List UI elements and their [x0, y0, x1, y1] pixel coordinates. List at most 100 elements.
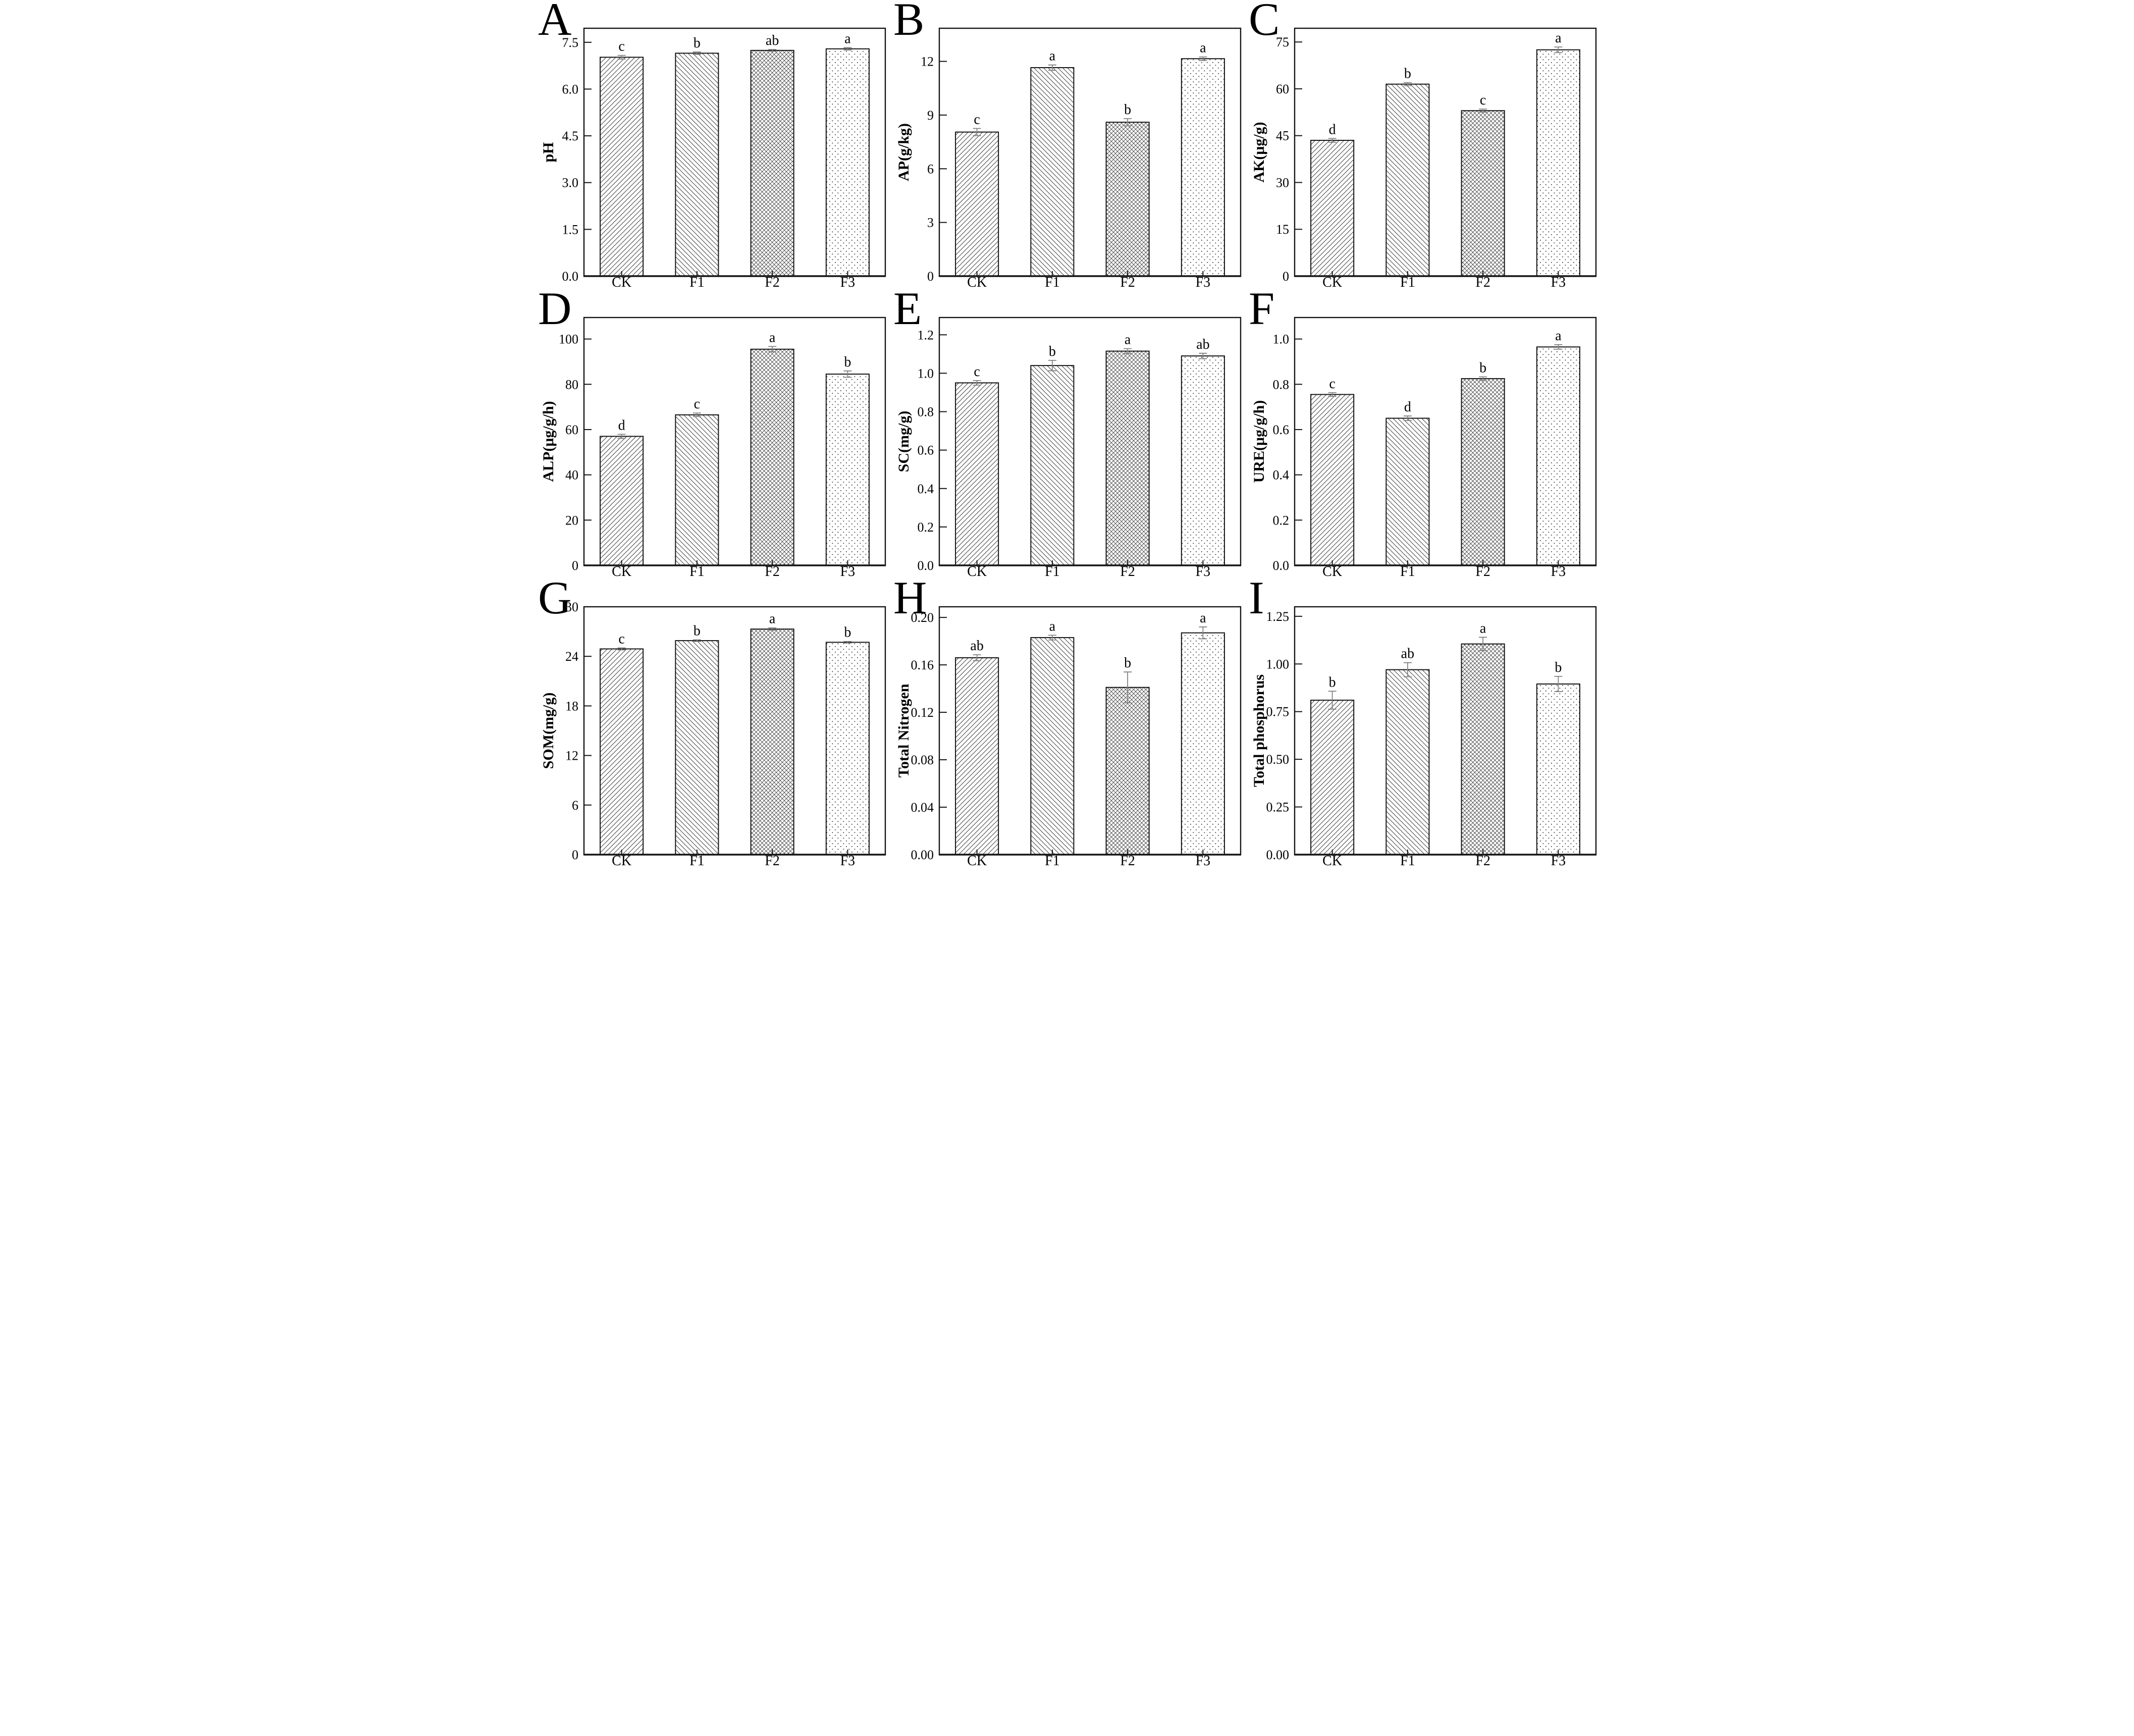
x-category-label-F1: F1	[1400, 853, 1415, 868]
y-tick-label: 6	[572, 798, 578, 813]
sig-letter-CK: c	[618, 632, 624, 647]
bar-F3	[825, 374, 870, 566]
x-category-label-F3: F3	[1196, 853, 1211, 868]
x-category-label-CK: CK	[612, 853, 631, 868]
sig-letter-CK: c	[1329, 376, 1335, 392]
sig-letter-CK: c	[974, 112, 980, 128]
sig-letter-CK: c	[618, 39, 624, 55]
sig-letter-F3: a	[844, 31, 851, 46]
x-category-label-F3: F3	[1551, 853, 1566, 868]
y-tick-label: 0.6	[918, 443, 934, 458]
y-tick-label: 15	[1276, 222, 1289, 237]
y-tick-label: 6	[927, 162, 934, 176]
x-category-label-CK: CK	[612, 275, 631, 289]
y-tick-label: 24	[565, 649, 578, 664]
sig-letter-F2: a	[1480, 620, 1486, 636]
y-tick-label: 0.2	[1273, 513, 1290, 528]
figure-grid: c CK b F1 ab F2 a F3 0.0 1.5 3.0 4.5 6.0 7.5 pH A c CK a…	[534, 0, 1600, 868]
y-tick-label: 30	[565, 600, 578, 614]
y-tick-label: 1.2	[918, 328, 934, 342]
bar-F1	[1030, 637, 1075, 856]
sig-letter-F2: b	[1124, 102, 1131, 118]
bar-F1	[1385, 83, 1430, 277]
y-tick-label: 1.00	[1266, 657, 1290, 671]
y-tick-label: 0.0	[562, 269, 579, 284]
x-category-label-F3: F3	[1196, 564, 1211, 578]
sig-letter-F2: b	[1479, 360, 1486, 376]
x-category-label-F2: F2	[765, 853, 780, 868]
bar-CK	[955, 131, 999, 277]
x-category-label-F2: F2	[1120, 275, 1135, 289]
bar-F1	[1030, 67, 1075, 277]
y-tick-label: 100	[559, 332, 578, 347]
bar-F3	[825, 48, 870, 277]
x-category-label-F2: F2	[1120, 564, 1135, 578]
bar-CK	[600, 436, 644, 566]
y-tick-label: 6.0	[562, 82, 579, 96]
x-category-label-F1: F1	[689, 275, 705, 289]
bar-CK	[955, 382, 999, 566]
bar-F2	[1461, 378, 1505, 566]
y-axis-label: URE(μg/g/h)	[1251, 400, 1267, 483]
panel-C: d CK b F1 c F2 a F3 0 15 30 45 60 75 AK(μg/g) C	[1245, 0, 1600, 289]
sig-letter-F2: c	[1480, 92, 1486, 108]
bar-CK	[955, 657, 999, 855]
bar-F2	[750, 49, 794, 277]
y-tick-label: 0.16	[911, 658, 934, 672]
y-tick-label: 0.8	[1273, 377, 1290, 392]
x-category-label-F2: F2	[1475, 564, 1490, 578]
sig-letter-CK: b	[1329, 674, 1336, 690]
bar-F3	[1536, 49, 1580, 277]
sig-letter-F1: c	[694, 396, 700, 412]
y-tick-label: 80	[565, 377, 578, 392]
y-tick-label: 0.04	[911, 800, 934, 815]
x-category-label-F3: F3	[1196, 275, 1211, 289]
y-tick-label: 1.0	[1273, 332, 1290, 347]
bar-F2	[1105, 350, 1150, 566]
y-axis-label: Total Nitrogen	[895, 683, 912, 777]
bar-F3	[1536, 346, 1580, 566]
bar-F2	[1105, 687, 1150, 855]
panel-letter-A: A	[538, 0, 572, 45]
bar-CK	[600, 648, 644, 855]
y-axis-label: SOM(mg/g)	[540, 693, 557, 769]
bar-F3	[1181, 632, 1225, 856]
bar-F1	[1030, 365, 1075, 566]
bar-F3	[1181, 355, 1225, 566]
bar-F2	[1461, 110, 1505, 277]
bar-CK	[1310, 394, 1355, 566]
y-tick-label: 4.5	[562, 129, 579, 143]
y-tick-label: 45	[1276, 129, 1289, 143]
panel-F: c CK d F1 b F2 a F3 0.0 0.2 0.4 0.6 0.8 1.0 URE(μg/g/h…	[1245, 283, 1600, 578]
y-tick-label: 1.0	[918, 366, 934, 381]
panel-E: c CK b F1 a F2 ab F3 0.0 0.2 0.4 0.6 0.8 1.0 1.2 SC(mg/…	[889, 283, 1245, 578]
y-tick-label: 0.6	[1273, 423, 1290, 437]
y-tick-label: 0.00	[1266, 848, 1290, 862]
x-category-label-F1: F1	[1045, 853, 1060, 868]
chart-panel-G: c CK b F1 a F2 b F3 0 6 12 18 24 30 SOM(mg/g)	[540, 600, 886, 868]
bar-CK	[600, 57, 644, 277]
x-category-label-F3: F3	[840, 275, 856, 289]
bar-F1	[675, 640, 719, 855]
x-category-label-CK: CK	[1322, 853, 1342, 868]
x-category-label-CK: CK	[1322, 564, 1342, 578]
y-tick-label: 12	[565, 749, 578, 763]
x-category-label-F1: F1	[1400, 275, 1415, 289]
x-category-label-F2: F2	[1475, 853, 1490, 868]
bar-F2	[1461, 643, 1505, 855]
sig-letter-F1: b	[1049, 344, 1056, 359]
y-tick-label: 0.50	[1266, 752, 1290, 767]
panel-letter-G: G	[538, 572, 572, 623]
sig-letter-F2: b	[1124, 655, 1131, 671]
chart-panel-A: c CK b F1 ab F2 a F3 0.0 1.5 3.0 4.5 6.0 7.5 pH	[540, 27, 886, 289]
sig-letter-F1: ab	[1401, 646, 1414, 662]
sig-letter-F3: b	[844, 625, 851, 641]
y-tick-label: 0	[572, 558, 578, 573]
panel-letter-H: H	[893, 572, 927, 623]
y-tick-label: 0	[1283, 269, 1289, 284]
sig-letter-F1: a	[1049, 618, 1056, 634]
y-tick-label: 1.25	[1266, 609, 1290, 624]
y-tick-label: 60	[565, 423, 578, 437]
panel-letter-C: C	[1249, 0, 1280, 45]
y-tick-label: 20	[565, 513, 578, 528]
